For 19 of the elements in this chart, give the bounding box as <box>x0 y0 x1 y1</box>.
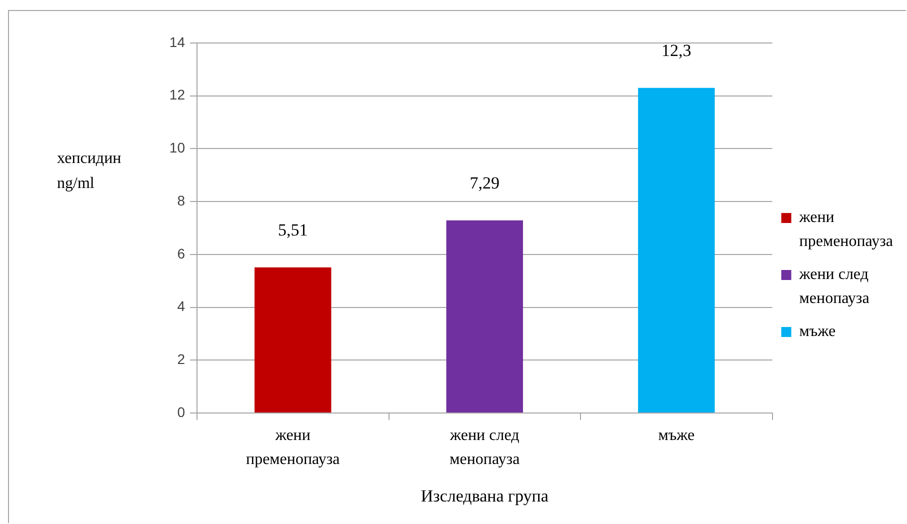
data-label: 5,51 <box>278 220 308 240</box>
x-axis-title: Изследвана група <box>420 486 549 506</box>
y-tick-label: 8 <box>177 192 186 208</box>
y-tick-label: 10 <box>169 140 186 156</box>
x-tick-label: мъже <box>658 427 695 444</box>
y-tick-label: 0 <box>177 404 186 420</box>
data-label: 7,29 <box>470 173 500 192</box>
legend-label: мъже <box>799 323 836 340</box>
legend-label: жени пременопауза <box>798 209 894 250</box>
x-tick-label: жени след менопауза <box>449 427 520 468</box>
y-tick-label: 2 <box>177 351 186 367</box>
y-axis-title: хепсидин ng/ml <box>57 149 122 194</box>
data-label: 12,3 <box>662 40 692 60</box>
x-tick-label: жени пременопауза <box>246 427 340 468</box>
y-tick-label: 12 <box>169 86 186 103</box>
y-tick-label: 4 <box>177 298 186 314</box>
y-tick-label: 6 <box>177 245 186 262</box>
legend-label: жени след менопауза <box>798 266 870 308</box>
y-tick-label: 14 <box>169 34 186 50</box>
